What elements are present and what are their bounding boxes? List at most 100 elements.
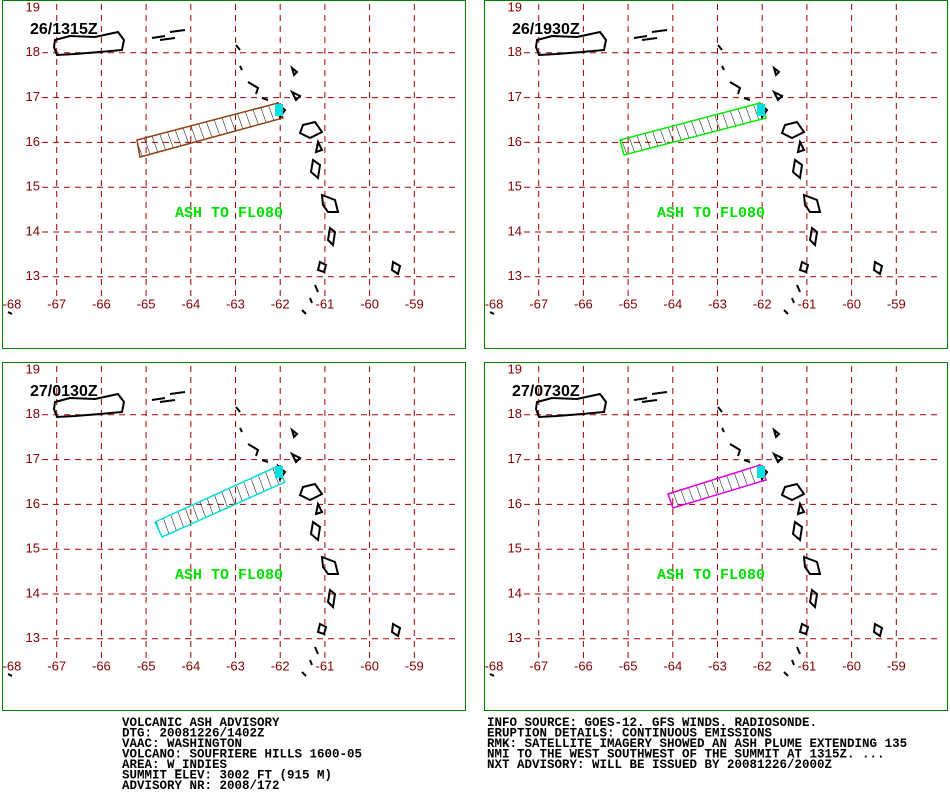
lat-label: 18 — [26, 44, 40, 59]
lat-label: 13 — [508, 630, 522, 645]
lat-label: 18 — [508, 406, 522, 421]
ash-plume — [619, 102, 768, 156]
lon-label: -67 — [47, 296, 66, 311]
lon-label: -62 — [271, 296, 290, 311]
lon-label: -68 — [3, 296, 22, 311]
lon-label: -66 — [574, 296, 593, 311]
lat-label: 15 — [508, 179, 522, 194]
volcano-marker — [757, 104, 765, 116]
lon-label: -67 — [529, 296, 548, 311]
lat-label: 19 — [508, 0, 522, 14]
advisory-line: VOLCANO: SOUFRIERE HILLS 1600-05 — [122, 748, 362, 762]
ash-plume — [154, 466, 287, 538]
ash-level: ASH TO FL080 — [175, 567, 283, 584]
lat-label: 13 — [508, 268, 522, 283]
advisory-line: ERUPTION DETAILS: CONTINUOUS EMISSIONS — [487, 727, 773, 741]
lon-label: -66 — [92, 296, 111, 311]
lon-label: -68 — [485, 658, 504, 673]
map-panel: 19 18 17 16 15 14 13 -68 -67 -66 -65 -64 -63 -62 -61 -6… — [2, 0, 466, 349]
lat-label: 16 — [26, 134, 40, 149]
lon-label: -68 — [485, 296, 504, 311]
advisory-line: DTG: 20081226/1402Z — [122, 727, 265, 741]
lon-label: -64 — [181, 296, 200, 311]
lat-label: 13 — [26, 268, 40, 283]
advisory-line: RMK: SATELLITE IMAGERY SHOWED AN ASH PLU… — [487, 737, 907, 751]
volcano-marker — [275, 466, 283, 478]
lon-label: -63 — [226, 658, 245, 673]
map-panel: 19 18 17 16 15 14 13 -68 -67 -66 -65 -64 -63 -62 -61 -6… — [484, 0, 948, 349]
lon-label: -68 — [3, 658, 22, 673]
lon-label: -65 — [137, 658, 156, 673]
lat-label: 15 — [508, 541, 522, 556]
ash-level: ASH TO FL080 — [657, 205, 765, 222]
lon-label: -59 — [405, 296, 424, 311]
lon-label: -67 — [47, 658, 66, 673]
valid-time: 27/0130Z — [30, 383, 98, 400]
lon-label: -66 — [92, 658, 111, 673]
lon-label: -62 — [753, 658, 772, 673]
lon-label: -64 — [663, 658, 682, 673]
lon-label: -59 — [405, 658, 424, 673]
map-panel: 19 18 17 16 15 14 13 -68 -67 -66 -65 -64 -63 -62 -61 -6… — [484, 361, 948, 711]
lon-label: -61 — [316, 296, 335, 311]
volcano-marker — [757, 466, 765, 478]
advisory-line: NXT ADVISORY: WILL BE ISSUED BY 20081226… — [487, 758, 832, 772]
lon-label: -64 — [181, 658, 200, 673]
lat-label: 14 — [26, 223, 40, 238]
lon-label: -61 — [316, 658, 335, 673]
lat-label: 14 — [508, 585, 522, 600]
lon-label: -67 — [529, 658, 548, 673]
lat-label: 19 — [508, 361, 522, 376]
volcano-marker — [275, 104, 283, 116]
lat-label: 16 — [508, 496, 522, 511]
advisory-line: VAAC: WASHINGTON — [122, 737, 242, 751]
map-panel: 19 18 17 16 15 14 13 -68 -67 -66 -65 -64 -63 -62 -61 -6… — [2, 361, 466, 711]
panel-frame — [2, 0, 466, 349]
advisory-line: VOLCANIC ASH ADVISORY — [122, 716, 280, 730]
lon-label: -64 — [663, 296, 682, 311]
lon-label: -62 — [271, 658, 290, 673]
lon-label: -65 — [619, 296, 638, 311]
lon-label: -61 — [798, 658, 817, 673]
advisory-line: NMI TO THE WEST SOUTHWEST OF THE SUMMIT … — [487, 748, 885, 762]
ash-plume — [136, 102, 284, 158]
lat-label: 17 — [508, 451, 522, 466]
lat-label: 18 — [26, 406, 40, 421]
advisory-line: ADVISORY NR: 2008/172 — [122, 779, 280, 793]
advisory-line: AREA: W_INDIES — [122, 758, 228, 772]
lat-label: 19 — [26, 361, 40, 376]
valid-time: 27/0730Z — [512, 383, 580, 400]
lon-label: -60 — [842, 658, 861, 673]
lon-label: -65 — [137, 296, 156, 311]
lat-label: 17 — [26, 89, 40, 104]
lat-label: 15 — [26, 179, 40, 194]
lat-label: 15 — [26, 541, 40, 556]
lon-label: -65 — [619, 658, 638, 673]
lat-label: 16 — [508, 134, 522, 149]
ash-plume — [667, 464, 768, 509]
valid-time: 26/1315Z — [30, 21, 98, 38]
panel-frame — [484, 0, 948, 349]
lon-label: -66 — [574, 658, 593, 673]
lat-label: 13 — [26, 630, 40, 645]
lat-label: 18 — [508, 44, 522, 59]
lat-label: 16 — [26, 496, 40, 511]
advisory-line: INFO SOURCE: GOES-12. GFS WINDS. RADIOSO… — [487, 716, 817, 730]
lon-label: -63 — [708, 296, 727, 311]
panel-frame — [484, 362, 948, 711]
lon-label: -59 — [887, 658, 906, 673]
lon-label: -60 — [360, 658, 379, 673]
advisory-line: SUMMIT ELEV: 3002 FT (915 M) — [122, 769, 332, 783]
panel-frame — [2, 362, 466, 711]
lat-label: 14 — [26, 585, 40, 600]
lat-label: 14 — [508, 223, 522, 238]
lon-label: -59 — [887, 296, 906, 311]
lon-label: -60 — [360, 296, 379, 311]
lon-label: -63 — [708, 658, 727, 673]
lon-label: -60 — [842, 296, 861, 311]
lon-label: -63 — [226, 296, 245, 311]
ash-level: ASH TO FL080 — [175, 205, 283, 222]
lon-label: -61 — [798, 296, 817, 311]
lat-label: 19 — [26, 0, 40, 14]
